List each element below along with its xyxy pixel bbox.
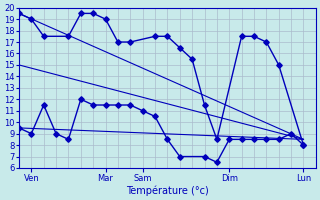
X-axis label: Température (°c): Température (°c)	[126, 185, 209, 196]
